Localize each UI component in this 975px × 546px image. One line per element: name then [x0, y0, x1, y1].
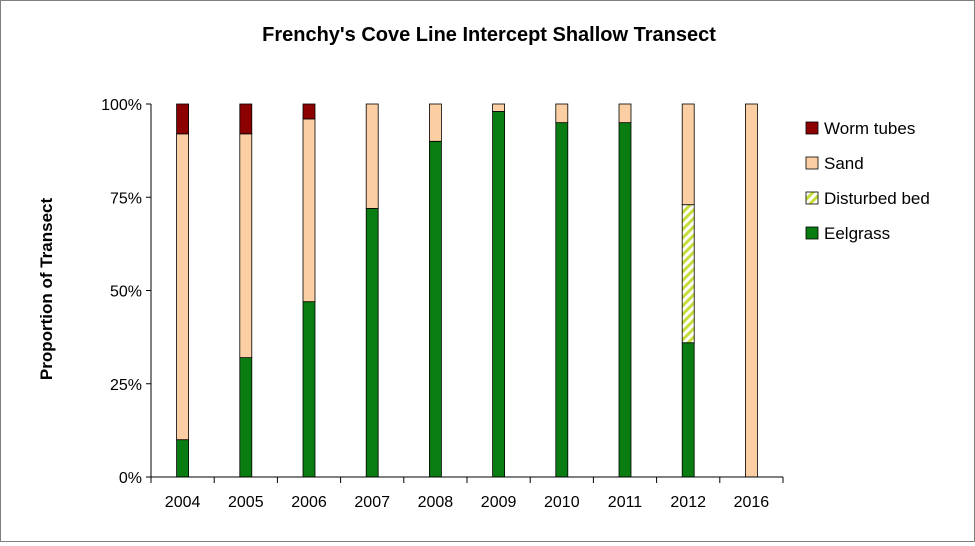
bar-segment-disturbed-bed-2012 [681, 204, 695, 344]
bar-segment-sand-2008 [428, 103, 442, 142]
x-tick-label: 2008 [418, 494, 454, 511]
bar-segment-worm-tubes-2004 [176, 103, 190, 135]
x-tick-label: 2004 [165, 494, 201, 511]
y-tick-label: 0% [119, 470, 142, 487]
x-tick-label: 2006 [291, 494, 327, 511]
bar-segment-worm-tubes-2006 [302, 103, 316, 120]
x-tick-label: 2010 [544, 494, 580, 511]
y-tick-label: 25% [110, 377, 142, 394]
plot-area: 0% 25% 50% 75% 100% 2004 2005 2006 2007 2008 2009 2… [101, 97, 784, 511]
y-tick-label: 50% [110, 284, 142, 301]
bar-segment-sand-2005 [239, 133, 253, 359]
bar-segment-sand-2006 [302, 118, 316, 303]
x-tick-label: 2005 [228, 494, 264, 511]
bar-segment-eelgrass-2004 [176, 439, 190, 478]
legend-swatch-disturbed-bed [805, 191, 819, 205]
bar-segment-sand-2009 [492, 103, 506, 112]
legend-swatch-sand [805, 156, 819, 170]
legend-label-eelgrass: Eelgrass [824, 224, 890, 243]
legend-label-disturbed-bed: Disturbed bed [824, 189, 930, 208]
bar-segment-eelgrass-2006 [302, 301, 316, 478]
bar-segment-sand-2011 [618, 103, 632, 124]
chart-title: Frenchy's Cove Line Intercept Shallow Tr… [262, 24, 716, 46]
bar-segment-eelgrass-2011 [618, 122, 632, 478]
x-tick-label: 2016 [734, 494, 770, 511]
legend-label-worm-tubes: Worm tubes [824, 119, 915, 138]
bar-segment-eelgrass-2010 [555, 122, 569, 478]
y-tick-label: 100% [101, 97, 142, 114]
legend-label-sand: Sand [824, 154, 864, 173]
bar-segment-eelgrass-2012 [681, 342, 695, 478]
bar-segment-sand-2007 [365, 103, 379, 209]
bar-segment-eelgrass-2009 [492, 111, 506, 478]
legend-swatch-worm-tubes [805, 121, 819, 135]
bar-segment-eelgrass-2007 [365, 208, 379, 478]
legend-swatch-eelgrass [805, 226, 819, 240]
bar-segment-eelgrass-2008 [428, 140, 442, 478]
bar-segment-worm-tubes-2005 [239, 103, 253, 135]
bar-segment-sand-2004 [176, 133, 190, 441]
x-tick-label: 2009 [481, 494, 517, 511]
x-tick-label: 2012 [670, 494, 706, 511]
bar-segment-sand-2016 [745, 103, 758, 478]
bar-segment-sand-2010 [555, 103, 569, 124]
bar-segment-sand-2012 [681, 103, 695, 206]
legend: Worm tubes Sand Disturbed bed Eelgrass [805, 119, 930, 243]
bar-segment-eelgrass-2005 [239, 357, 253, 478]
x-tick-label: 2011 [608, 494, 643, 511]
y-tick-label: 75% [110, 190, 142, 207]
y-axis-label: Proportion of Transect [37, 198, 56, 381]
x-tick-label: 2007 [354, 494, 390, 511]
